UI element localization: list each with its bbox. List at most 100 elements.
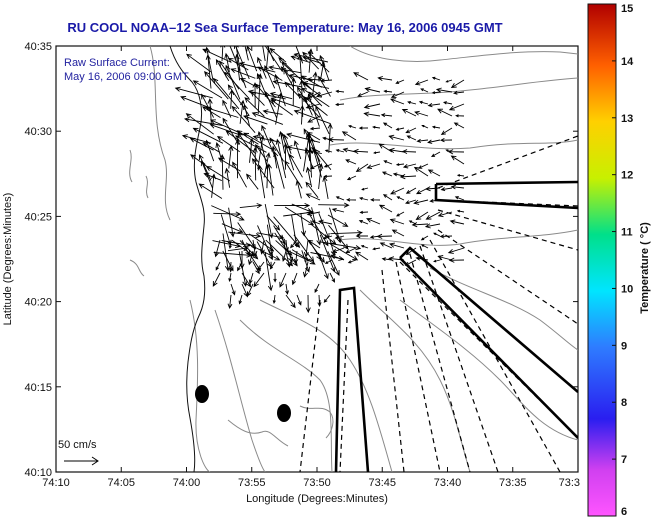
current-vector xyxy=(388,147,405,153)
y-axis-label: Latitude (Degrees:Minutes) xyxy=(2,193,14,326)
current-vector xyxy=(439,234,453,239)
current-vector xyxy=(211,205,245,221)
current-vector xyxy=(348,124,357,129)
current-vector xyxy=(330,254,345,261)
current-vector xyxy=(212,272,221,287)
current-vector xyxy=(234,135,267,153)
current-vector xyxy=(355,251,369,261)
current-vector xyxy=(415,256,429,261)
current-vector xyxy=(335,89,345,93)
current-vector xyxy=(222,117,240,145)
buoy-marker xyxy=(277,404,291,422)
dashed-line xyxy=(381,269,405,472)
current-vector xyxy=(222,233,231,272)
current-vector xyxy=(431,125,441,129)
current-vector xyxy=(360,245,369,249)
current-vector xyxy=(272,294,276,305)
current-vector xyxy=(402,163,417,169)
current-vector xyxy=(306,211,321,217)
current-vector xyxy=(327,122,333,153)
colorbar-label: Temperature ( °C) xyxy=(639,222,651,314)
current-vector xyxy=(291,272,298,286)
dashed-line xyxy=(339,299,349,472)
current-vector xyxy=(433,232,441,237)
current-vector xyxy=(264,90,278,118)
current-vector xyxy=(401,109,417,117)
current-vector xyxy=(319,54,330,81)
current-vector xyxy=(307,115,321,123)
current-vector xyxy=(345,159,357,165)
current-vector xyxy=(281,234,292,268)
current-vector xyxy=(440,187,453,192)
current-vector xyxy=(379,242,393,249)
current-vector xyxy=(347,259,357,264)
current-vector xyxy=(318,163,324,190)
current-vector xyxy=(305,91,321,100)
current-vector xyxy=(291,249,316,265)
current-vector xyxy=(233,46,250,80)
current-vector xyxy=(285,283,289,295)
current-vector xyxy=(246,283,254,297)
current-vector xyxy=(198,154,212,181)
current-vector xyxy=(234,53,241,81)
current-vector xyxy=(252,261,260,275)
current-vector xyxy=(433,259,441,263)
current-vector xyxy=(427,139,441,144)
current-vector xyxy=(450,184,465,190)
current-vector xyxy=(318,213,330,239)
current-vector xyxy=(327,251,340,277)
current-vector xyxy=(293,250,299,264)
current-vector xyxy=(352,148,369,154)
current-vector xyxy=(330,230,363,236)
current-vector xyxy=(215,261,221,271)
map-frame xyxy=(55,45,579,473)
current-vector xyxy=(275,138,287,179)
current-vector xyxy=(405,247,417,255)
current-vector xyxy=(257,225,274,261)
x-tick-label: 74:10 xyxy=(42,477,70,489)
current-vector xyxy=(430,151,441,158)
contour-line xyxy=(339,229,578,246)
current-vector xyxy=(228,207,236,238)
current-vector xyxy=(396,196,405,201)
current-vector xyxy=(377,76,393,81)
current-vector xyxy=(227,245,249,252)
current-vector xyxy=(239,240,259,260)
current-vectors xyxy=(174,46,465,314)
current-vector xyxy=(358,196,369,201)
contour-line xyxy=(299,405,334,439)
dashed-line xyxy=(409,253,471,472)
current-vector xyxy=(301,87,330,108)
current-vector xyxy=(418,100,429,105)
current-vector xyxy=(264,204,274,239)
colorbar-tick-label: 7 xyxy=(621,454,627,466)
current-vector xyxy=(390,98,405,105)
current-vector xyxy=(382,194,393,201)
current-vector xyxy=(312,71,318,97)
current-vector xyxy=(448,103,465,111)
current-vector xyxy=(424,186,441,192)
current-vector xyxy=(376,233,393,239)
current-vector xyxy=(243,132,275,151)
current-vector xyxy=(389,218,405,225)
current-vector xyxy=(261,124,277,160)
current-vector xyxy=(427,103,441,108)
scale-label: 50 cm/s xyxy=(58,439,97,451)
colorbar-tick-label: 10 xyxy=(621,283,633,295)
current-vector xyxy=(366,217,381,225)
current-vector xyxy=(311,220,321,225)
current-vector xyxy=(221,223,244,233)
current-vector xyxy=(264,65,276,89)
current-vector xyxy=(257,164,266,199)
current-vector xyxy=(238,61,276,73)
current-vector xyxy=(269,91,293,100)
current-vector xyxy=(291,203,313,213)
current-vector xyxy=(378,204,393,213)
current-vector xyxy=(247,89,286,100)
current-vector xyxy=(228,231,262,239)
current-vector xyxy=(305,294,311,314)
current-vector xyxy=(383,89,393,93)
current-vector xyxy=(183,117,223,126)
current-vector xyxy=(281,61,312,90)
current-vector xyxy=(420,235,429,241)
